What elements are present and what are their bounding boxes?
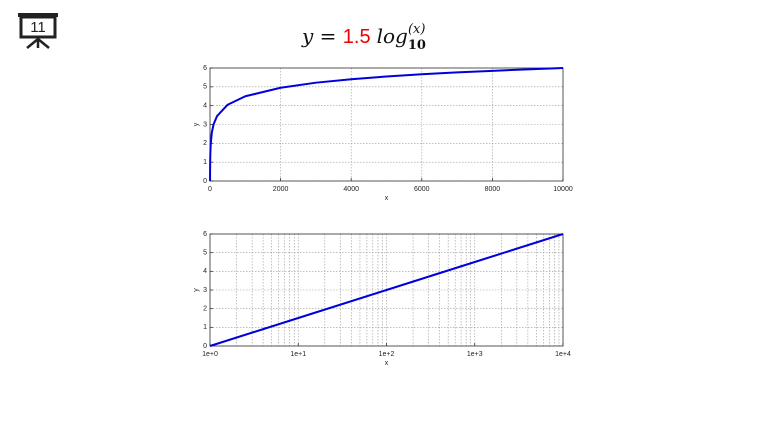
y-axis-label: y (193, 122, 200, 126)
y-tick-label: 1 (203, 159, 207, 166)
y-tick-label: 1 (203, 324, 207, 331)
formula: y = 1.5 log10(x) (301, 22, 426, 53)
x-tick-label: 6000 (414, 186, 430, 193)
icon-leg (26, 38, 39, 49)
y-tick-label: 2 (203, 140, 207, 147)
y-tick-label: 0 (203, 178, 207, 185)
slide-number: 11 (30, 19, 46, 36)
y-tick-label: 4 (203, 103, 207, 110)
x-tick-label: 1e+4 (555, 351, 571, 358)
formula-base: 10 (408, 38, 426, 53)
y-tick-label: 0 (203, 343, 207, 350)
slide-icon: 11 (18, 13, 58, 49)
formula-coefficient: 1.5 (343, 26, 371, 48)
y-tick-label: 5 (203, 84, 207, 91)
x-tick-label: 8000 (485, 186, 501, 193)
x-axis-label: x (385, 360, 389, 367)
data-line (209, 233, 564, 347)
plot-frame (209, 233, 564, 347)
x-tick-label: 1e+3 (467, 351, 483, 358)
data-line (209, 67, 564, 182)
y-tick-label: 6 (203, 65, 207, 72)
icon-leg (37, 38, 50, 49)
plot-frame (209, 67, 564, 182)
formula-function: log (377, 24, 408, 48)
x-tick-label: 2000 (273, 186, 289, 193)
x-tick-label: 0 (208, 186, 212, 193)
y-tick-label: 3 (203, 121, 207, 128)
x-tick-label: 1e+0 (202, 351, 218, 358)
y-tick-label: 5 (203, 250, 207, 257)
x-axis-label: x (385, 195, 389, 202)
y-tick-label: 6 (203, 231, 207, 238)
formula-lhs: y = (301, 24, 343, 48)
x-tick-label: 1e+1 (290, 351, 306, 358)
icon-bar (18, 13, 58, 17)
y-tick-label: 4 (203, 268, 207, 275)
y-axis-label: y (193, 288, 200, 292)
formula-exponent: (x) (408, 22, 425, 37)
x-tick-label: 10000 (553, 186, 573, 193)
x-tick-label: 4000 (343, 186, 359, 193)
x-tick-label: 1e+2 (379, 351, 395, 358)
y-tick-label: 2 (203, 306, 207, 313)
y-tick-label: 3 (203, 287, 207, 294)
